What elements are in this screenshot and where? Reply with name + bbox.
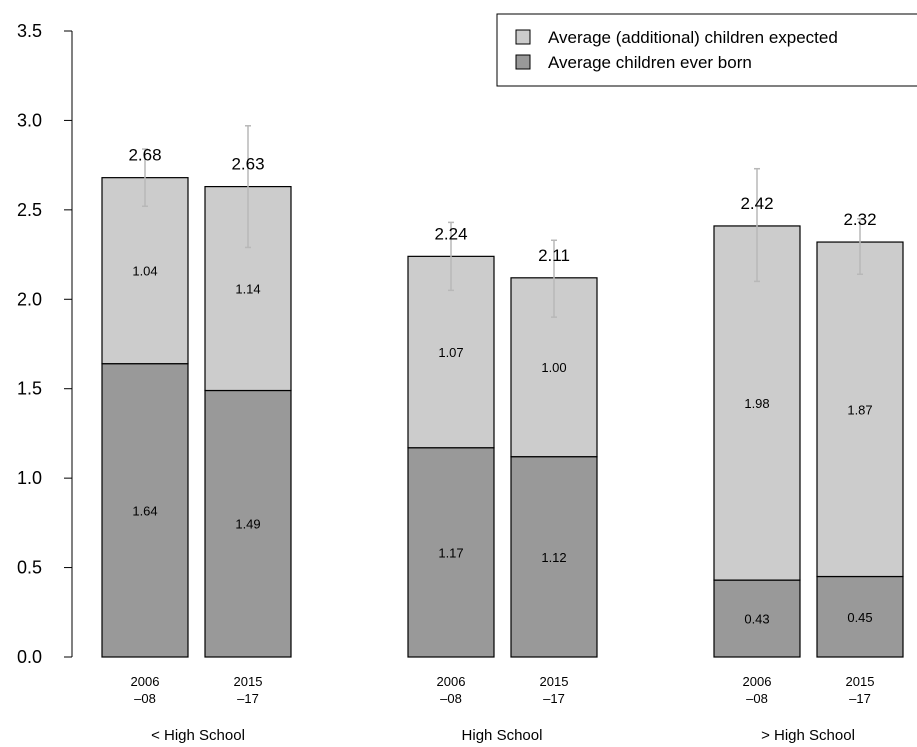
bar-stack: 1.49 1.14 2.63	[204, 125, 292, 658]
period-label-line1: 2006	[131, 674, 160, 689]
period-label-line2: –08	[440, 691, 462, 706]
bar-segment-born	[407, 447, 495, 658]
y-tick-label: 3.5	[17, 21, 42, 41]
group-label: > High School	[761, 727, 855, 744]
y-tick-label: 0.0	[17, 647, 42, 667]
bar-total-label: 2.42	[740, 194, 773, 213]
bar-label-born: 1.12	[541, 550, 566, 565]
period-label-line1: 2006	[437, 674, 466, 689]
bar-total-label: 2.24	[434, 224, 467, 243]
legend-label-born: Average children ever born	[548, 53, 752, 72]
bar-label-born: 0.43	[744, 612, 769, 627]
bar-label-born: 1.64	[132, 503, 157, 518]
legend-label-expected: Average (additional) children expected	[548, 28, 838, 47]
y-tick-label: 2.0	[17, 289, 42, 309]
legend-box	[496, 13, 917, 87]
bar-segment-born	[510, 456, 598, 658]
period-label-line2: –17	[543, 691, 565, 706]
bar-segment-expected	[101, 177, 189, 365]
bar-label-expected: 1.07	[438, 345, 463, 360]
bar-total-label: 2.11	[538, 246, 570, 265]
period-label-line2: –17	[849, 691, 871, 706]
bar-segment-born	[101, 363, 189, 658]
bar-segment-born	[713, 579, 801, 658]
period-label-line2: –08	[134, 691, 156, 706]
period-label-line1: 2015	[234, 674, 263, 689]
bar-label-expected: 1.98	[744, 396, 769, 411]
group-label: < High School	[151, 727, 245, 744]
period-label-line1: 2006	[743, 674, 772, 689]
bar-label-expected: 1.14	[235, 282, 260, 297]
legend-swatch-born	[515, 54, 531, 70]
bar-stack: 1.12 1.00 2.11	[510, 239, 598, 658]
bar-label-born: 1.17	[438, 545, 463, 560]
bar-stack: 1.64 1.04 2.68	[101, 146, 189, 658]
y-tick-label: 1.5	[17, 379, 42, 399]
bar-label-expected: 1.00	[541, 360, 566, 375]
bar-stack: 0.43 1.98 2.42	[713, 167, 801, 658]
bar-total-label: 2.63	[231, 155, 264, 174]
y-tick-label: 3.0	[17, 110, 42, 130]
period-label-line1: 2015	[846, 674, 875, 689]
period-label-line2: –08	[746, 691, 768, 706]
y-tick-label: 2.5	[17, 200, 42, 220]
period-label-line1: 2015	[540, 674, 569, 689]
bar-label-born: 0.45	[847, 610, 872, 625]
bar-stack: 0.45 1.87 2.32	[816, 210, 904, 658]
bar-total-label: 2.68	[128, 146, 161, 165]
bar-label-expected: 1.04	[132, 264, 157, 279]
bar-segment-expected	[713, 225, 801, 581]
bar-stack: 1.17 1.07 2.24	[407, 221, 495, 658]
x-axis-labels: 2006 –08 2015 –17 2006 –08 2015 –17 2006 –08 2015 –…	[131, 674, 875, 744]
bar-label-born: 1.49	[235, 517, 260, 532]
bar-total-label: 2.32	[843, 210, 876, 229]
bar-label-expected: 1.87	[847, 402, 872, 417]
period-label-line2: –17	[237, 691, 259, 706]
y-tick-label: 1.0	[17, 468, 42, 488]
bars: 1.64 1.04 2.68 1.49 1.14 2.63 1.17 1.07 2.24 1.12…	[101, 125, 904, 658]
y-axis: 0.0 0.5 1.0 1.5 2.0 2.5 3.0 3.5	[17, 21, 73, 667]
bar-segment-expected	[816, 241, 904, 578]
legend-swatch-expected	[515, 29, 531, 45]
legend: Average (additional) children expected Av…	[496, 13, 917, 87]
group-label: High School	[462, 727, 543, 744]
y-tick-label: 0.5	[17, 558, 42, 578]
